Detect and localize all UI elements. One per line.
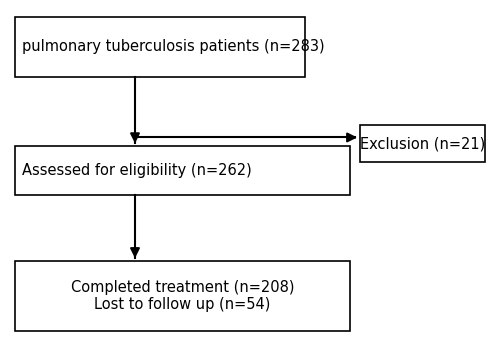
Text: Completed treatment (n=208)
Lost to follow up (n=54): Completed treatment (n=208) Lost to foll… <box>71 279 294 312</box>
Text: Assessed for eligibility (n=262): Assessed for eligibility (n=262) <box>22 163 252 178</box>
Bar <box>15 17 305 77</box>
Bar <box>15 261 350 331</box>
Text: pulmonary tuberculosis patients (n=283): pulmonary tuberculosis patients (n=283) <box>22 39 325 55</box>
Text: Exclusion (n=21): Exclusion (n=21) <box>360 136 485 151</box>
Bar <box>360 125 485 162</box>
Bar <box>15 146 350 195</box>
